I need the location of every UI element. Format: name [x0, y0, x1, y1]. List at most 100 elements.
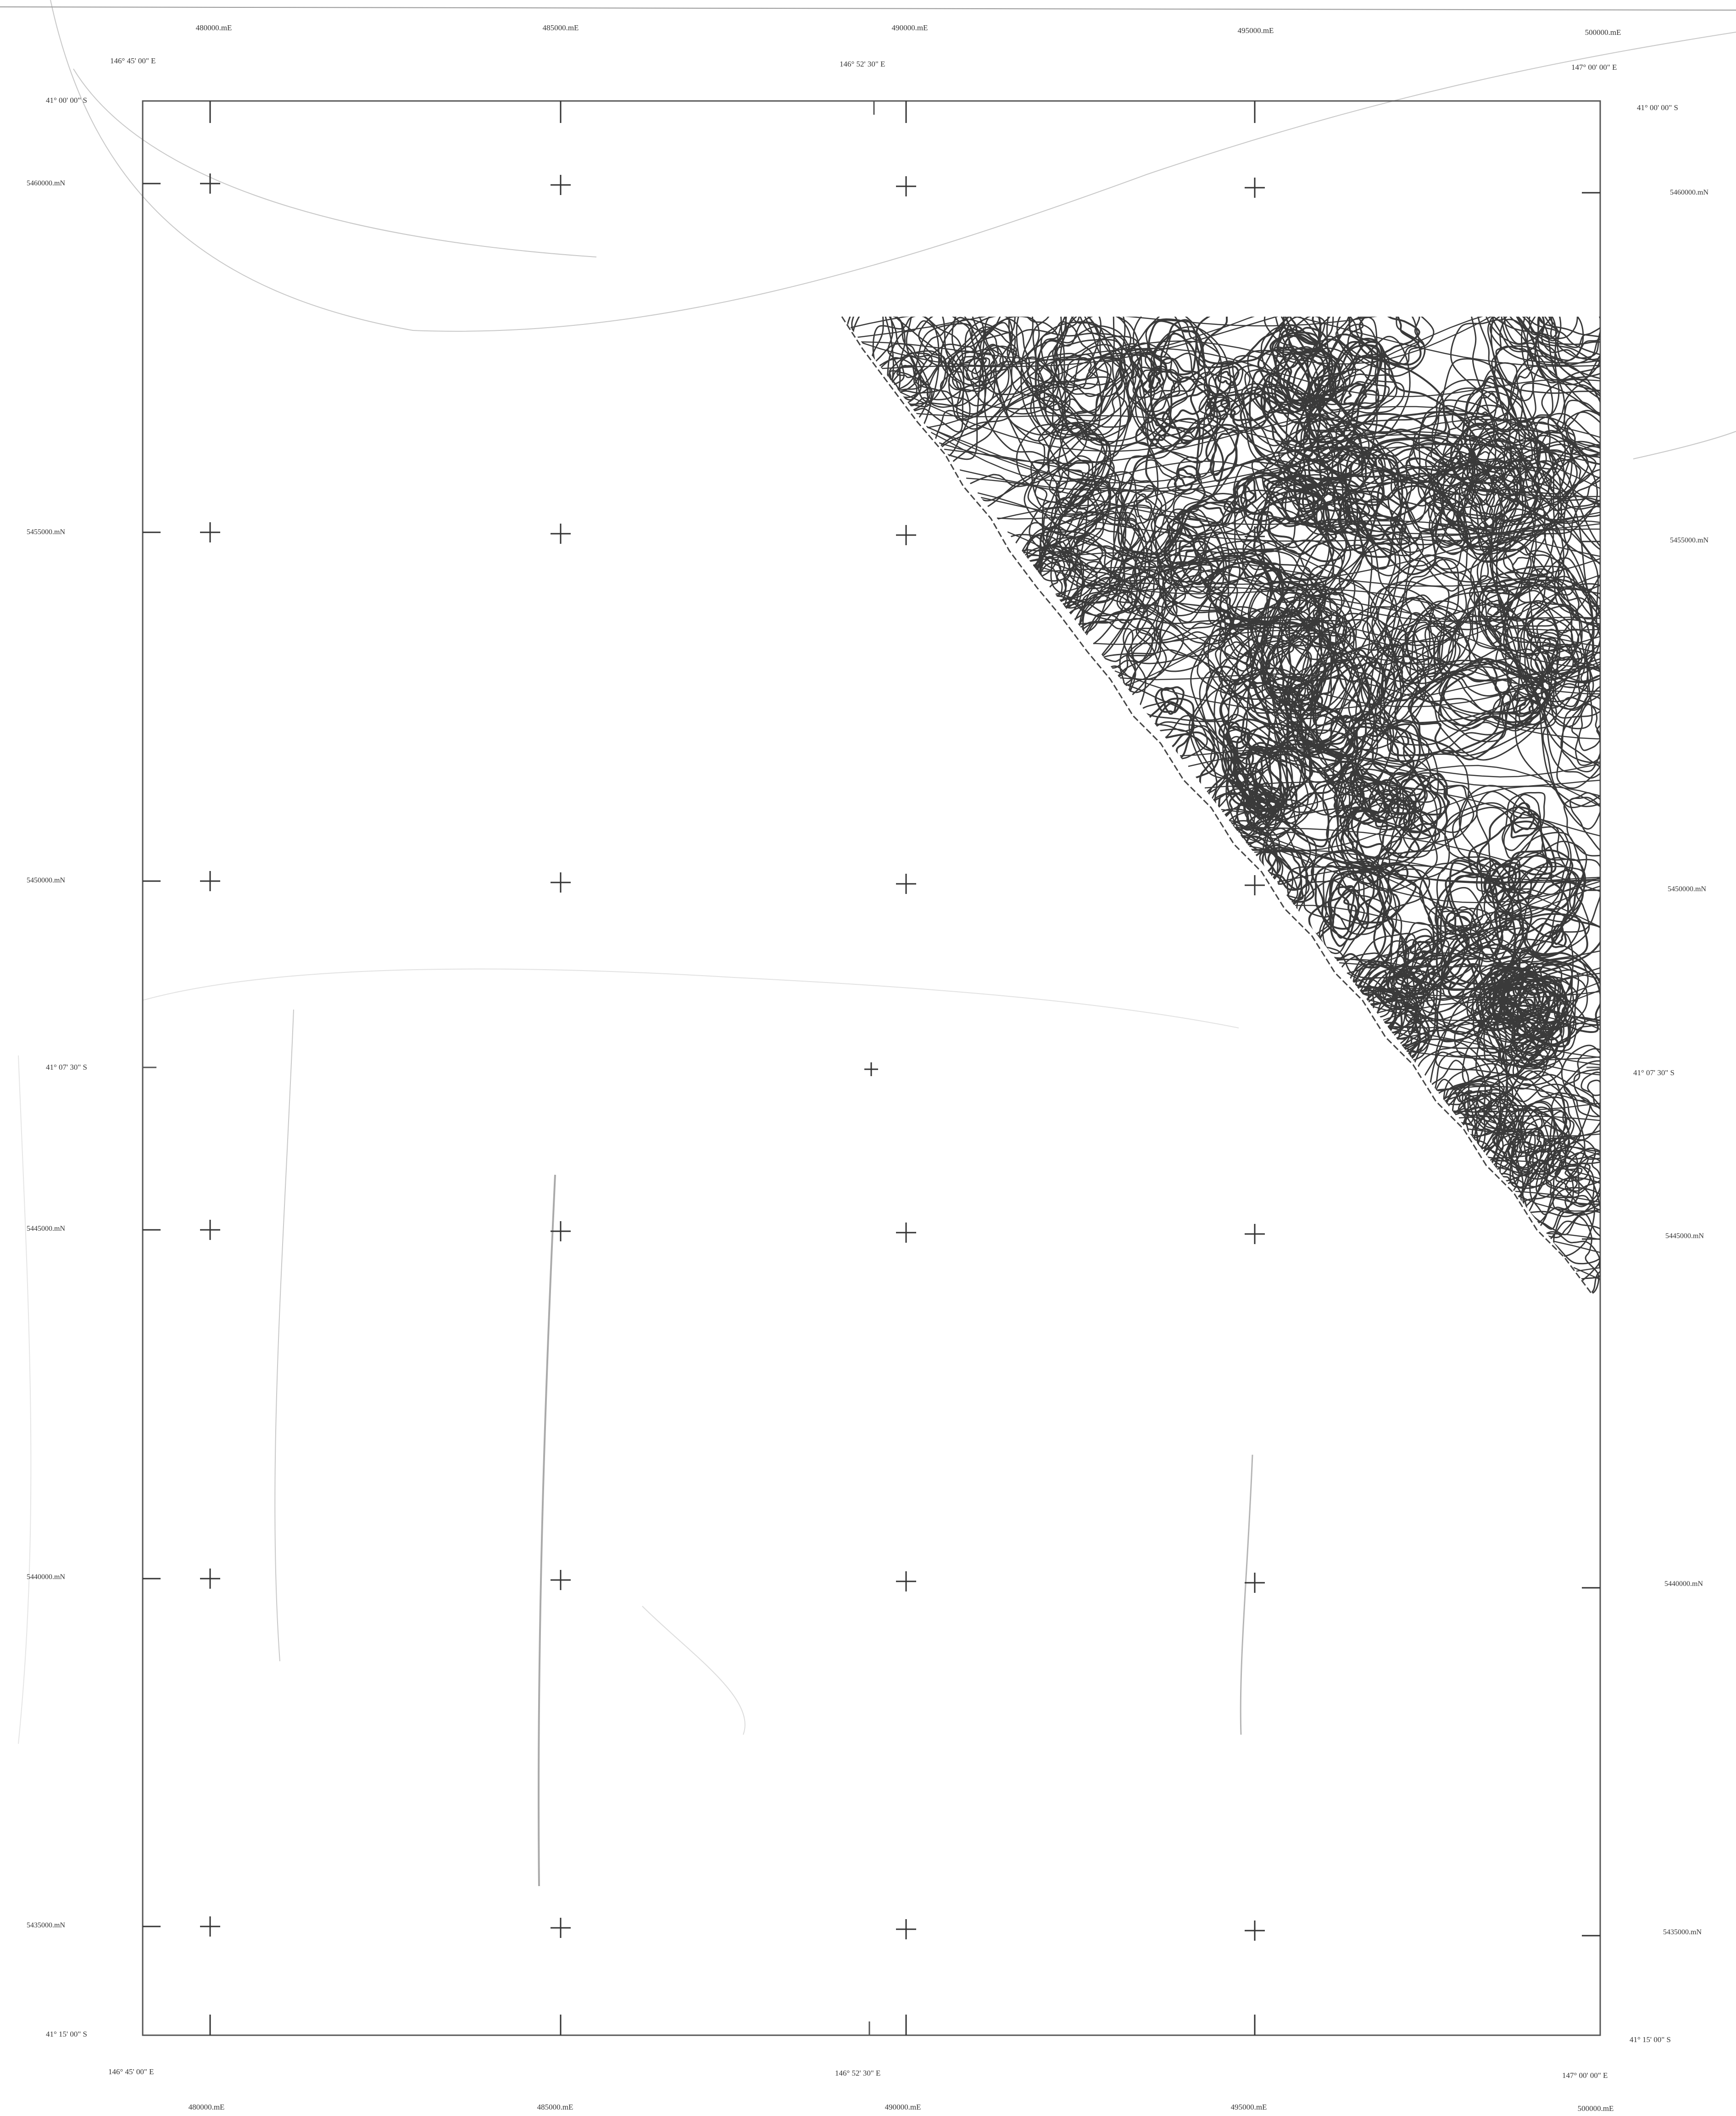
- contour-line: [1372, 985, 1600, 1022]
- contour-line: [1503, 548, 1554, 590]
- contour-line: [1046, 512, 1151, 582]
- contour-line: [1402, 954, 1453, 985]
- northing-label-left-1: 5460000.mN: [27, 179, 65, 187]
- contour-line: [1064, 357, 1099, 390]
- contour-line: [1341, 436, 1461, 521]
- contour-line: [1515, 1190, 1600, 1205]
- northing-label-right-2: 5455000.mN: [1670, 536, 1708, 544]
- latitude-label-right-north: 41° 00' 00" S: [1637, 103, 1678, 112]
- contour-line: [1492, 973, 1529, 1020]
- contour-line: [1387, 457, 1468, 547]
- contour-line: [1561, 1044, 1600, 1124]
- contour-line: [1474, 317, 1553, 439]
- contour-line: [1263, 347, 1341, 414]
- contour-line: [1277, 864, 1600, 932]
- northing-label-left-3: 5450000.mN: [27, 877, 65, 884]
- contour-line: [861, 317, 1600, 361]
- contour-line: [1230, 383, 1335, 462]
- contour-line: [966, 477, 1600, 559]
- grid-cross: [200, 1569, 220, 1589]
- easting-label-bottom-1: 480000.mE: [189, 2103, 225, 2111]
- northing-label-left-6: 5435000.mN: [27, 1921, 65, 1929]
- contour-line: [1083, 613, 1161, 662]
- contour-line: [979, 317, 1067, 415]
- contour-line: [924, 376, 1114, 525]
- contour-line: [1020, 317, 1122, 486]
- contour-line: [1206, 552, 1301, 620]
- contour-line: [1230, 747, 1297, 808]
- contour-line: [1068, 604, 1164, 669]
- contour-line: [927, 317, 1600, 429]
- contour-line: [1413, 379, 1524, 519]
- contour-line: [996, 430, 1600, 520]
- contour-line: [899, 317, 1600, 452]
- contour-line: [1552, 1150, 1600, 1214]
- contour-line: [1469, 565, 1600, 703]
- contour-line: [1521, 317, 1600, 385]
- contour-line: [1030, 352, 1156, 438]
- contour-line: [940, 317, 1013, 415]
- contour-line: [1403, 928, 1439, 966]
- contour-line: [1236, 473, 1335, 533]
- contour-line: [1503, 793, 1541, 851]
- contour-line: [1387, 978, 1600, 1029]
- contour-line: [1439, 660, 1548, 727]
- contour-line: [1513, 441, 1600, 510]
- top-edge-line: [0, 6, 1736, 11]
- contour-line: [1351, 810, 1388, 867]
- contour-line: [1501, 317, 1600, 392]
- northing-label-left-2: 5455000.mN: [27, 528, 65, 536]
- contour-line: [1458, 1115, 1600, 1124]
- contour-line: [1542, 637, 1573, 662]
- grid-cross: [200, 1220, 220, 1240]
- contour-line: [1260, 380, 1313, 457]
- contour-line: [1563, 1060, 1600, 1121]
- contour-line: [842, 317, 929, 438]
- contour-line: [862, 342, 1600, 397]
- latitude-label-left-mid: 41° 07' 30" S: [46, 1063, 87, 1072]
- grid-cross: [551, 1570, 571, 1590]
- easting-label-top-3: 490000.mE: [892, 23, 928, 32]
- contour-line: [1389, 1027, 1600, 1067]
- contour-line: [1235, 826, 1600, 899]
- longitude-label-bottom-west: 146° 45' 00" E: [108, 2067, 154, 2076]
- contour-line: [1407, 1050, 1600, 1061]
- contour-line: [1147, 374, 1161, 389]
- contour-line: [1206, 399, 1229, 413]
- contour-line: [1526, 587, 1600, 654]
- contour-line: [1491, 317, 1600, 394]
- contour-line: [1269, 331, 1334, 408]
- contour-line: [1217, 371, 1236, 386]
- contour-line: [1016, 424, 1115, 548]
- contour-line: [1202, 560, 1289, 623]
- contour-line: [1544, 683, 1600, 779]
- contour-line: [1263, 617, 1332, 691]
- contour-line: [1285, 317, 1321, 345]
- contour-line: [1393, 642, 1425, 685]
- contour-line: [1361, 441, 1489, 583]
- contour-line: [1512, 555, 1548, 577]
- latitude-label-right-south: 41° 15' 00" S: [1630, 2035, 1671, 2044]
- contour-line: [1132, 366, 1182, 399]
- contour-line: [915, 395, 1088, 499]
- contour-line: [896, 365, 919, 378]
- easting-label-top-4: 495000.mE: [1238, 26, 1274, 35]
- contour-line: [1188, 657, 1309, 824]
- contour-line: [1298, 579, 1378, 715]
- contour-line: [1457, 460, 1522, 555]
- grid-cross: [551, 872, 571, 893]
- contour-line: [1373, 864, 1447, 969]
- graticule-cross-centre: [864, 1062, 878, 1076]
- grid-cross: [896, 874, 916, 894]
- contour-line: [1191, 672, 1293, 804]
- grid-cross: [1245, 1573, 1265, 1593]
- contour-line: [971, 357, 990, 380]
- contour-line: [1469, 428, 1547, 494]
- contour-line: [1133, 493, 1152, 520]
- grid-cross: [200, 173, 220, 194]
- contour-line: [1323, 985, 1403, 1046]
- contour-line: [1335, 317, 1425, 377]
- contour-line: [1332, 445, 1413, 553]
- grid-crosses: [143, 101, 1600, 2035]
